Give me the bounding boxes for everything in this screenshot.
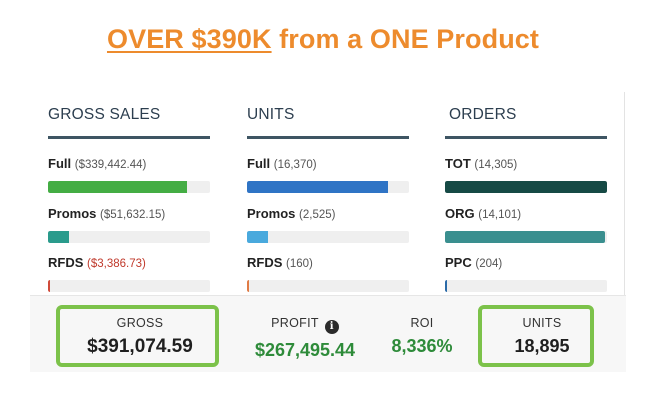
units-promos-bar — [247, 231, 409, 243]
row-name: Promos — [48, 206, 97, 221]
gross-promos-bar — [48, 231, 210, 243]
orders-org-bar — [445, 231, 607, 243]
units-rfds-bar — [247, 280, 409, 292]
orders-ppc-bar — [445, 280, 607, 292]
gross-sales-rule — [48, 136, 210, 139]
row-detail: ($339,442.44) — [74, 159, 147, 171]
row-detail: (160) — [286, 258, 313, 270]
panel-right-border — [624, 92, 625, 295]
orders-tot-label: TOT (14,305) — [445, 156, 517, 171]
gross-promos-label: Promos ($51,632.15) — [48, 206, 165, 221]
orders-org-label: ORG (14,101) — [445, 206, 521, 221]
roi-value: 8,336% — [391, 336, 453, 356]
gross-full-label: Full ($339,442.44) — [48, 156, 146, 171]
row-name: TOT — [445, 156, 471, 171]
gross-label: GROSS — [116, 316, 164, 330]
units-rfds-label: RFDS (160) — [247, 255, 313, 270]
orders-title: ORDERS — [449, 106, 517, 123]
gross-full-bar — [48, 181, 210, 193]
row-name: ORG — [445, 206, 475, 221]
units-summary-label: UNITS — [522, 316, 562, 330]
row-detail: ($51,632.15) — [100, 209, 166, 221]
units-title: UNITS — [247, 106, 295, 123]
gross-rfds-bar — [48, 280, 210, 292]
row-detail: (14,101) — [478, 209, 522, 221]
units-promos-label: Promos (2,525) — [247, 206, 335, 221]
summary-profit: PROFIT i $267,495.44 — [240, 316, 370, 361]
bar-fill — [445, 181, 607, 193]
row-detail: (16,370) — [273, 159, 317, 171]
info-icon[interactable]: i — [324, 320, 339, 334]
row-name: RFDS — [247, 255, 283, 270]
bar-fill — [247, 231, 268, 243]
summary-roi: ROI 8,336% — [382, 316, 462, 357]
units-highlight-box — [478, 305, 594, 367]
row-detail: ($3,386.73) — [87, 258, 146, 270]
bar-fill — [247, 280, 249, 292]
headline: OVER $390K from a ONE Product — [0, 24, 646, 55]
bar-fill — [48, 231, 69, 243]
units-summary-value: 18,895 — [514, 336, 570, 356]
row-detail: (14,305) — [474, 159, 518, 171]
row-name: Full — [247, 156, 271, 171]
row-name: RFDS — [48, 255, 84, 270]
row-name: Full — [48, 156, 72, 171]
bar-fill — [445, 231, 605, 243]
bar-fill — [247, 181, 388, 193]
roi-label: ROI — [410, 316, 434, 330]
profit-label: PROFIT — [271, 316, 319, 330]
headline-underlined: OVER $390K — [106, 24, 272, 54]
units-rule — [247, 136, 409, 139]
orders-ppc-label: PPC (204) — [445, 255, 502, 270]
orders-rule — [445, 136, 607, 139]
units-full-label: Full (16,370) — [247, 156, 317, 171]
bar-fill — [48, 181, 187, 193]
orders-tot-bar — [445, 181, 607, 193]
summary-units: UNITS 18,895 — [486, 316, 598, 357]
row-name: PPC — [445, 255, 472, 270]
profit-label-row: PROFIT i — [240, 316, 370, 334]
row-name: Promos — [247, 206, 296, 221]
gross-value: $391,074.59 — [87, 336, 193, 357]
row-detail: (2,525) — [299, 209, 336, 221]
row-detail: (204) — [475, 258, 503, 270]
units-full-bar — [247, 181, 409, 193]
bar-fill — [48, 280, 50, 292]
gross-rfds-label: RFDS ($3,386.73) — [48, 255, 146, 270]
profit-value: $267,495.44 — [254, 340, 356, 360]
headline-rest: from a ONE Product — [271, 24, 540, 54]
gross-sales-title: GROSS SALES — [48, 106, 161, 123]
bar-fill — [445, 280, 447, 292]
gross-highlight-box — [56, 305, 219, 367]
summary-gross: GROSS $391,074.59 — [60, 316, 220, 358]
